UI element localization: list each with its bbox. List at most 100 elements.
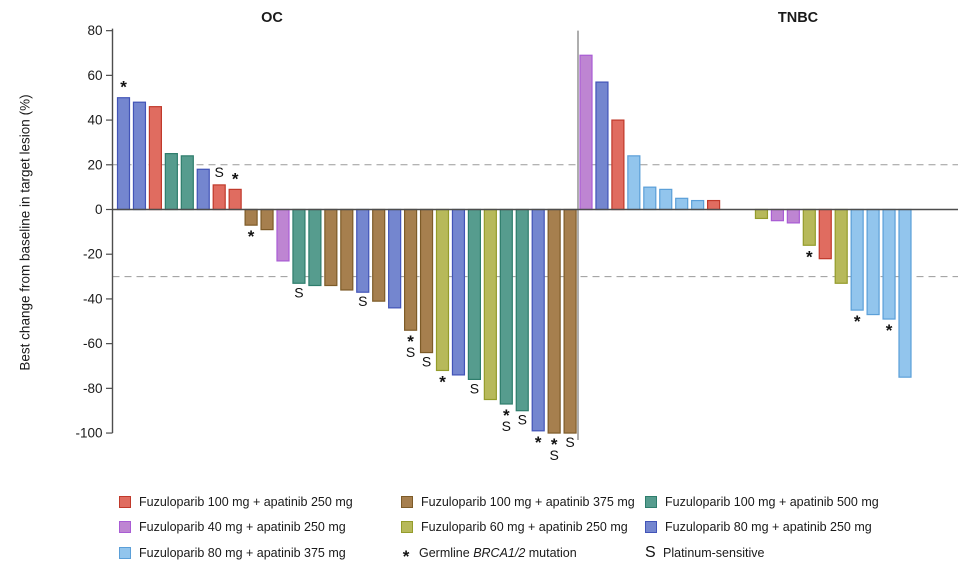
- germline-marker: *: [439, 372, 446, 391]
- bar-tnbc-1: [579, 54, 593, 211]
- bar-tnbc-6: [659, 188, 673, 211]
- germline-marker: *: [248, 227, 255, 246]
- bar-oc-9: [244, 208, 258, 226]
- legend: Fuzuloparib 100 mg + apatinib 250 mg Fuzu…: [0, 489, 976, 574]
- bar-oc-2: [132, 101, 147, 211]
- germline-marker: *: [503, 406, 510, 425]
- bar-oc-3: [148, 106, 162, 211]
- y-tick-label-0: 0: [95, 202, 103, 217]
- platinum-marker: S: [565, 434, 574, 450]
- bar-oc-29: [563, 208, 577, 434]
- bar-oc-16: [356, 208, 370, 293]
- legend-item: Fuzuloparib 80 mg + apatinib 250 mg: [645, 515, 879, 541]
- bar-oc-25: [499, 208, 513, 405]
- legend-item: Fuzuloparib 100 mg + apatinib 250 mg: [119, 489, 353, 515]
- legend-label: Fuzuloparib 100 mg + apatinib 250 mg: [139, 494, 353, 509]
- legend-item: * Germline BRCA1/2 mutation: [401, 540, 635, 566]
- legend-column-2: Fuzuloparib 100 mg + apatinib 375 mg Fuzu…: [401, 489, 635, 566]
- bar-tnbc-18: [882, 208, 896, 320]
- y-tick-label-20: 20: [87, 157, 102, 172]
- y-tick-label--60: -60: [83, 336, 103, 351]
- legend-label: Fuzuloparib 100 mg + apatinib 500 mg: [665, 494, 879, 509]
- legend-swatch-purple: [119, 521, 131, 534]
- y-tick-label-60: 60: [87, 68, 102, 83]
- legend-column-1: Fuzuloparib 100 mg + apatinib 250 mg Fuzu…: [119, 489, 353, 566]
- legend-column-3: Fuzuloparib 100 mg + apatinib 500 mg Fuzu…: [645, 489, 879, 566]
- germline-marker: *: [535, 433, 542, 452]
- bar-oc-17: [372, 208, 386, 302]
- legend-label-part: Germline: [419, 545, 474, 560]
- legend-swatch-red: [119, 495, 131, 508]
- legend-item: Fuzuloparib 80 mg + apatinib 375 mg: [119, 540, 353, 566]
- bar-tnbc-4: [627, 155, 641, 211]
- y-tick-label-80: 80: [87, 23, 102, 38]
- legend-item: Fuzuloparib 60 mg + apatinib 250 mg: [401, 515, 635, 541]
- bar-tnbc-19: [898, 208, 912, 378]
- germline-marker: *: [120, 78, 127, 97]
- legend-item: Fuzuloparib 100 mg + apatinib 375 mg: [401, 489, 635, 515]
- germline-marker-glyph: *: [402, 546, 410, 566]
- bar-oc-22: [451, 208, 466, 376]
- bar-oc-5: [180, 155, 194, 211]
- bar-oc-20: [419, 208, 434, 354]
- bar-oc-15: [340, 208, 354, 291]
- bar-tnbc-9: [706, 199, 721, 211]
- platinum-marker: S: [215, 164, 224, 180]
- bar-oc-28: [547, 208, 561, 434]
- platinum-marker: S: [518, 412, 527, 428]
- bar-tnbc-11: [770, 208, 785, 222]
- germline-marker: *: [407, 332, 414, 351]
- bar-oc-7: [212, 184, 226, 211]
- bar-oc-21: [435, 208, 450, 372]
- platinum-marker: S: [470, 380, 479, 396]
- bar-tnbc-15: [834, 208, 848, 284]
- y-tick-label--80: -80: [83, 381, 103, 396]
- legend-swatch-blue: [645, 521, 657, 534]
- bar-oc-18: [388, 208, 402, 309]
- bar-oc-11: [276, 208, 290, 262]
- bar-tnbc-17: [866, 208, 880, 316]
- legend-item: Fuzuloparib 40 mg + apatinib 250 mg: [119, 515, 353, 541]
- y-tick-label--100: -100: [75, 426, 102, 441]
- legend-item: S Platinum-sensitive: [645, 540, 879, 566]
- bar-oc-24: [483, 208, 497, 401]
- bar-tnbc-10: [754, 208, 769, 220]
- germline-marker: *: [854, 312, 861, 331]
- platinum-marker-glyph: S: [645, 543, 656, 561]
- group-title-oc: OC: [261, 10, 283, 26]
- bar-tnbc-16: [850, 208, 864, 311]
- bar-oc-13: [308, 208, 322, 287]
- legend-label: Fuzuloparib 40 mg + apatinib 250 mg: [139, 520, 346, 535]
- legend-swatch-sky: [119, 546, 131, 559]
- germline-marker: *: [806, 247, 813, 266]
- bar-oc-10: [260, 208, 274, 231]
- bar-tnbc-5: [643, 186, 657, 211]
- legend-swatch-teal: [645, 495, 657, 508]
- germline-marker: *: [886, 321, 893, 340]
- bar-tnbc-8: [691, 199, 705, 211]
- y-axis-title: Best change from baseline in target lesi…: [17, 94, 33, 371]
- bar-oc-19: [404, 208, 418, 331]
- germline-marker: *: [232, 169, 239, 188]
- bar-oc-4: [164, 153, 178, 211]
- legend-swatch-brown: [401, 495, 413, 508]
- platinum-marker: S: [549, 447, 558, 463]
- legend-label: Fuzuloparib 100 mg + apatinib 375 mg: [421, 494, 635, 509]
- platinum-marker: S: [294, 284, 303, 300]
- platinum-marker: S: [358, 293, 367, 309]
- group-title-tnbc: TNBC: [777, 10, 819, 26]
- bar-oc-8: [228, 188, 242, 211]
- bar-oc-23: [467, 208, 481, 380]
- bar-oc-26: [515, 208, 529, 412]
- bar-tnbc-13: [802, 208, 816, 246]
- y-tick-label-40: 40: [87, 113, 102, 128]
- y-tick-label--20: -20: [83, 247, 103, 262]
- platinum-marker: S: [406, 344, 415, 360]
- bar-oc-6: [196, 168, 210, 211]
- platinum-marker: S: [422, 354, 431, 370]
- legend-swatch-olive: [401, 521, 413, 534]
- legend-label-part: mutation: [525, 545, 577, 560]
- bar-tnbc-7: [675, 197, 689, 211]
